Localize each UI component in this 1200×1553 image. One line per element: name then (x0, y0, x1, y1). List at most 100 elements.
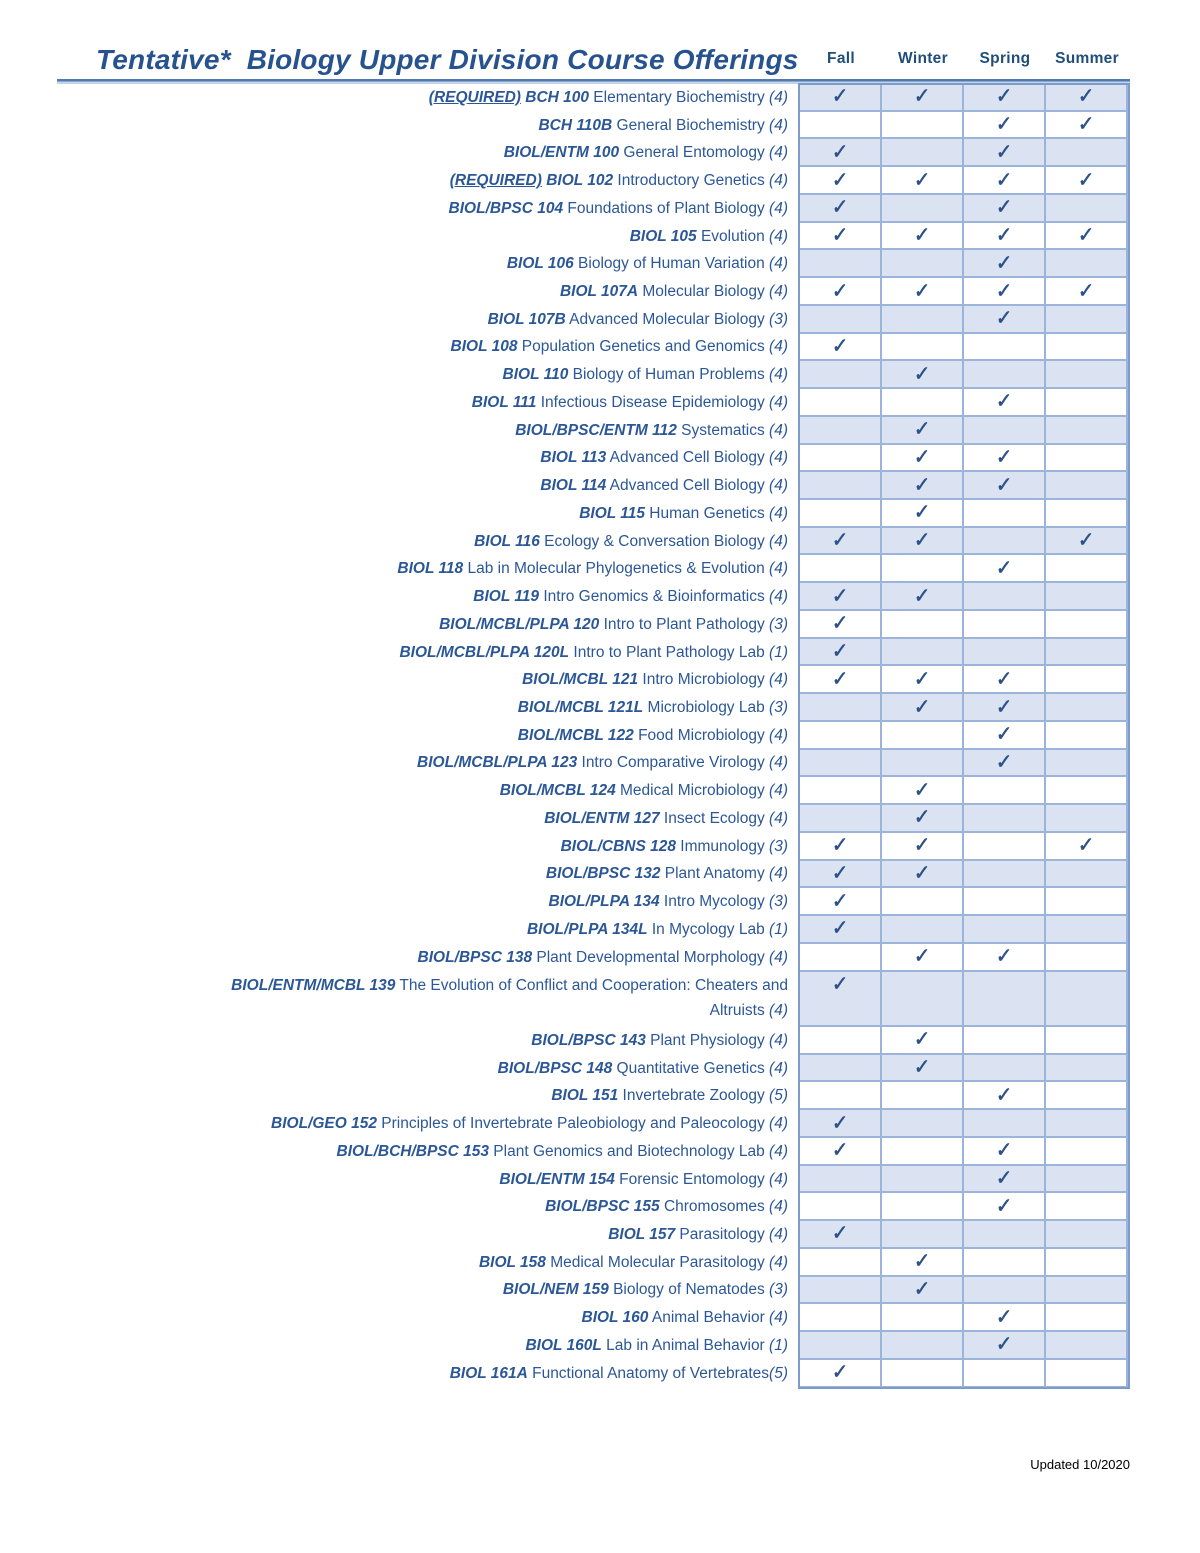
course-credits: (4) (769, 588, 788, 606)
course-credits: (4) (769, 532, 788, 550)
course-label: BIOL 114 Advanced Cell Biology (4) (540, 477, 788, 495)
term-cell-spring: ✓ (964, 278, 1046, 306)
course-label: BIOL/BPSC 132 Plant Anatomy (4) (545, 865, 788, 883)
term-cell-winter (882, 1137, 964, 1166)
course-label: BIOL 158 Medical Molecular Parasitology … (478, 1253, 788, 1271)
term-cell-summer (1046, 971, 1128, 1027)
term-cell-summer (1046, 1054, 1128, 1083)
check-icon: ✓ (913, 1278, 931, 1301)
course-label: BIOL 118 Lab in Molecular Phylogenetics … (397, 560, 788, 578)
check-icon: ✓ (1077, 113, 1095, 137)
term-cell-winter (882, 1193, 964, 1222)
term-cell-spring (964, 832, 1046, 861)
course-label: BIOL 116 Ecology & Conversation Biology … (474, 532, 788, 550)
check-icon: ✓ (995, 445, 1013, 469)
check-icon: ✓ (831, 279, 849, 303)
term-cell-spring: ✓ (964, 84, 1046, 112)
course-code: BIOL/MCBL/PLPA 120L (399, 643, 570, 661)
term-cell-spring: ✓ (964, 389, 1046, 417)
term-cell-fall (800, 1276, 882, 1305)
term-cell-winter (882, 1082, 964, 1111)
check-icon: ✓ (913, 778, 931, 802)
term-cell-fall (800, 416, 882, 445)
term-cell-summer (1046, 916, 1128, 944)
check-icon: ✓ (1077, 529, 1095, 553)
course-code: BIOL 114 (540, 477, 607, 495)
term-cell-summer (1046, 805, 1128, 833)
course-credits: (4) (769, 865, 788, 883)
course-label: BIOL 160 Animal Behavior (4) (581, 1309, 789, 1327)
term-cell-winter (882, 305, 964, 334)
check-icon: ✓ (995, 279, 1013, 303)
table-row: BIOL 119 Intro Genomics & Bioinformatics… (30, 583, 1128, 611)
term-cell-spring: ✓ (964, 139, 1046, 168)
check-icon: ✓ (913, 85, 931, 109)
term-cell-spring: ✓ (964, 943, 1046, 972)
term-cell-spring (964, 333, 1046, 362)
term-cell-winter: ✓ (882, 860, 964, 889)
term-cell-fall: ✓ (800, 916, 882, 944)
course-code: BIOL 106 (506, 255, 574, 273)
course-code: BIOL/MCBL/PLPA 120 (439, 615, 600, 633)
term-cell-fall (800, 777, 882, 806)
term-cell-spring (964, 638, 1046, 667)
term-cell-spring (964, 416, 1046, 445)
course-label: BIOL/ENTM 154 Forensic Entomology (4) (499, 1170, 788, 1188)
course-credits: (1) (769, 643, 788, 661)
term-cell-fall (800, 721, 882, 750)
course-credits: (4) (769, 283, 788, 300)
term-cell-summer (1046, 1359, 1128, 1388)
course-credits: (5) (769, 1364, 788, 1382)
course-label: BIOL/BPSC 143 Plant Physiology (4) (531, 1031, 788, 1049)
course-code: BCH 110B (538, 116, 613, 134)
term-cell-winter (882, 1221, 964, 1249)
term-cell-summer: ✓ (1046, 832, 1128, 861)
course-label: BIOL/ENTM 127 Insect Ecology (4) (544, 809, 788, 827)
term-cell-summer (1046, 472, 1128, 501)
page-title: Tentative* Biology Upper Division Course… (96, 44, 799, 75)
term-cell-winter: ✓ (882, 1026, 964, 1055)
term-cell-fall (800, 555, 882, 584)
term-cell-spring: ✓ (964, 1165, 1046, 1194)
term-cell-fall: ✓ (800, 278, 882, 306)
course-credits: (4) (769, 1225, 788, 1243)
term-cell-fall: ✓ (800, 1359, 882, 1388)
course-credits: (4) (769, 1002, 788, 1020)
course-credits: (4) (769, 671, 788, 689)
term-cell-winter (882, 610, 964, 639)
term-cell-winter: ✓ (882, 943, 964, 972)
term-cell-spring: ✓ (964, 305, 1046, 334)
course-credits: (4) (769, 366, 788, 384)
course-label: BIOL/BPSC 155 Chromosomes (4) (545, 1198, 788, 1216)
table-row: BIOL 111 Infectious Disease Epidemiology… (30, 389, 1128, 417)
table-row: BIOL/MCBL 121 Intro Microbiology (4) ✓ ✓ ✓ (30, 666, 1128, 695)
term-cell-fall (800, 805, 882, 833)
term-cell-winter: ✓ (882, 167, 964, 195)
course-credits: (4) (769, 255, 788, 273)
term-cell-spring (964, 777, 1046, 806)
check-icon: ✓ (1077, 168, 1095, 192)
course-code: BIOL/ENTM 154 (499, 1170, 615, 1188)
course-credits: (1) (769, 1336, 788, 1354)
term-cell-fall: ✓ (800, 888, 882, 917)
term-cell-spring: ✓ (964, 749, 1046, 778)
term-cell-winter (882, 194, 964, 223)
course-table: (REQUIRED) BCH 100 Elementary Biochemist… (30, 84, 1128, 1388)
check-icon: ✓ (995, 723, 1013, 747)
term-cell-summer (1046, 1026, 1128, 1055)
course-label: BIOL/MCBL/PLPA 120 Intro to Plant Pathol… (439, 615, 788, 633)
check-icon: ✓ (995, 1333, 1013, 1357)
course-credits: (3) (769, 1281, 788, 1299)
course-credits: (4) (769, 782, 788, 800)
check-icon: ✓ (831, 861, 849, 885)
table-row: BIOL 157 Parasitology (4) ✓ (30, 1221, 1128, 1249)
term-cell-spring: ✓ (964, 472, 1046, 501)
check-icon: ✓ (831, 224, 849, 247)
course-code: BIOL/MCBL 122 (517, 726, 634, 744)
course-label: BIOL/BCH/BPSC 153 Plant Genomics and Bio… (336, 1142, 788, 1160)
term-cell-fall (800, 1165, 882, 1194)
term-cell-fall (800, 1054, 882, 1083)
term-cell-summer (1046, 1193, 1128, 1222)
term-cell-summer: ✓ (1046, 111, 1128, 140)
